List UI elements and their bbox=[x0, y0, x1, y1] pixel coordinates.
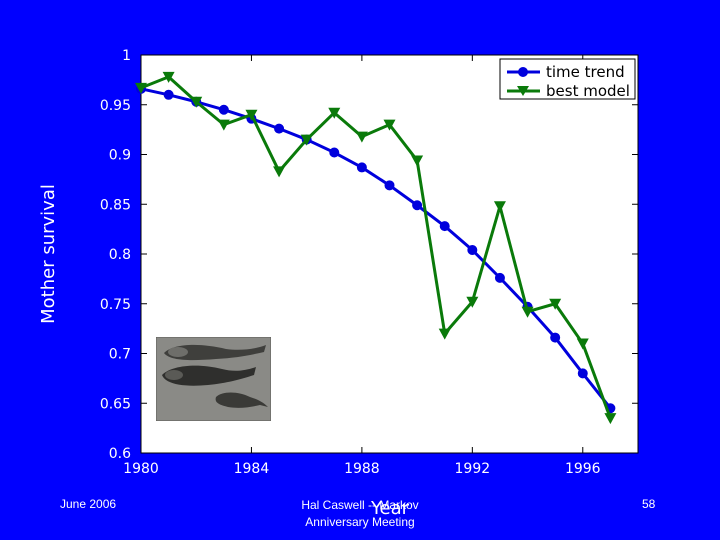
y-tick-label: 0.95 bbox=[100, 98, 131, 114]
footer-center-line2: Anniversary Meeting bbox=[305, 515, 415, 529]
data-point-time-trend bbox=[356, 162, 367, 173]
data-point-best-model bbox=[576, 338, 589, 350]
data-point-time-trend bbox=[329, 147, 340, 158]
data-point-best-model bbox=[549, 298, 562, 310]
data-point-best-model bbox=[300, 134, 313, 146]
footer-center-line1: Hal Caswell -- Markov bbox=[301, 498, 419, 512]
x-tick-label: 1996 bbox=[565, 461, 601, 477]
x-axis-title: Year bbox=[370, 498, 410, 519]
y-tick-labels: 1 0.95 0.9 0.85 0.8 0.75 0.7 0.65 0.6 bbox=[100, 48, 131, 462]
series-layer bbox=[135, 71, 617, 425]
y-tick-label: 1 bbox=[122, 48, 131, 64]
y-tick-label: 0.75 bbox=[100, 297, 131, 313]
legend-marker-best-model bbox=[517, 86, 529, 96]
data-point-best-model bbox=[411, 155, 424, 167]
footer-page-number: 58 bbox=[642, 497, 656, 511]
legend-label-time-trend: time trend bbox=[546, 63, 625, 81]
data-point-time-trend bbox=[412, 200, 423, 211]
data-point-time-trend bbox=[577, 368, 588, 379]
data-point-best-model bbox=[355, 131, 368, 143]
axis-ticks bbox=[140, 54, 638, 454]
legend-marker-time-trend bbox=[518, 67, 528, 77]
y-tick-label: 0.9 bbox=[109, 148, 131, 164]
y-tick-label: 0.65 bbox=[100, 396, 131, 412]
x-tick-label: 1984 bbox=[234, 461, 270, 477]
data-point-best-model bbox=[521, 306, 534, 318]
data-point-best-model bbox=[190, 96, 203, 108]
y-tick-label: 0.7 bbox=[109, 347, 131, 363]
data-point-best-model bbox=[383, 119, 396, 131]
legend: time trend best model bbox=[499, 58, 636, 100]
data-point-time-trend bbox=[218, 104, 229, 115]
data-point-best-model bbox=[604, 413, 617, 425]
footer-date: June 2006 bbox=[60, 497, 117, 511]
x-tick-label: 1992 bbox=[455, 461, 491, 477]
data-point-time-trend bbox=[550, 332, 561, 343]
data-point-best-model bbox=[245, 109, 258, 121]
whales-photo bbox=[155, 336, 272, 422]
data-point-time-trend bbox=[439, 221, 450, 232]
footer-presenter: Hal Caswell -- Markov Anniversary Meetin… bbox=[260, 497, 460, 531]
data-point-best-model bbox=[328, 107, 341, 119]
data-point-best-model bbox=[217, 119, 230, 131]
y-axis-title: Mother survival bbox=[38, 184, 59, 324]
y-tick-label: 0.8 bbox=[109, 247, 131, 263]
data-point-best-model bbox=[466, 296, 479, 308]
y-tick-label: 0.85 bbox=[100, 197, 131, 213]
x-tick-label: 1980 bbox=[123, 461, 159, 477]
data-point-best-model bbox=[162, 71, 175, 83]
legend-label-best-model: best model bbox=[546, 82, 630, 100]
data-point-best-model bbox=[493, 201, 506, 213]
data-point-best-model bbox=[135, 82, 147, 94]
y-tick-label: 0.6 bbox=[109, 446, 131, 462]
data-point-time-trend bbox=[384, 180, 395, 191]
data-point-best-model bbox=[273, 166, 286, 178]
data-point-time-trend bbox=[274, 123, 285, 134]
x-tick-label: 1988 bbox=[344, 461, 380, 477]
data-point-time-trend bbox=[467, 245, 478, 256]
data-point-best-model bbox=[438, 328, 451, 340]
data-point-time-trend bbox=[163, 89, 174, 100]
x-tick-labels: 1980 1984 1988 1992 1996 bbox=[123, 461, 600, 477]
data-point-time-trend bbox=[494, 272, 505, 283]
